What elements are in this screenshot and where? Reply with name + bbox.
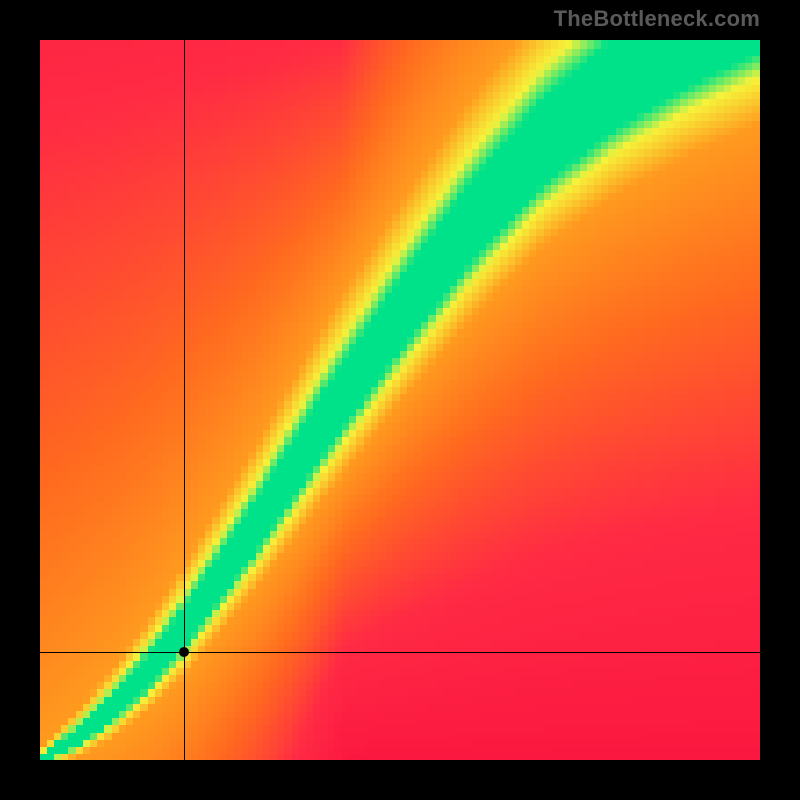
crosshair-marker	[179, 647, 189, 657]
chart-frame: TheBottleneck.com	[0, 0, 800, 800]
heatmap-plot	[40, 40, 760, 760]
crosshair-horizontal	[40, 652, 760, 653]
watermark-text: TheBottleneck.com	[554, 6, 760, 32]
